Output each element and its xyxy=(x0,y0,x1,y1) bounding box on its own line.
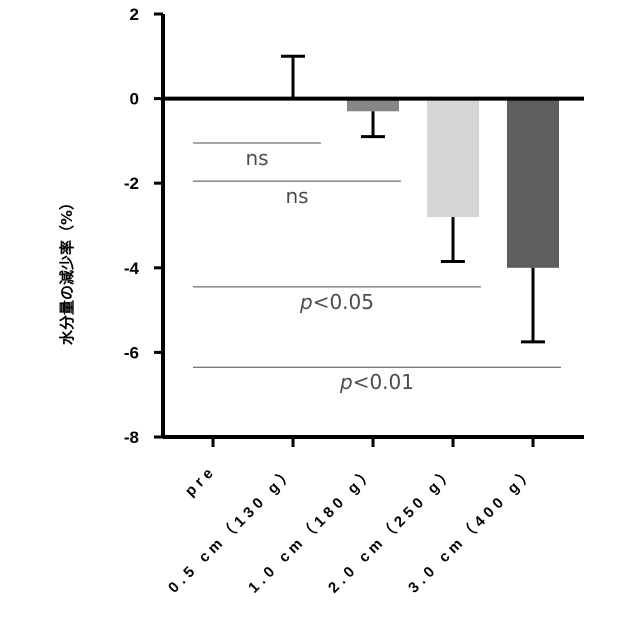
y-tick-label: -6 xyxy=(124,343,139,362)
significance-label: p<0.05 xyxy=(299,290,374,314)
x-axis: pre0.5 cm（130 g）1.0 cm（180 g）2.0 cm（250 … xyxy=(163,437,584,597)
bar xyxy=(507,99,559,268)
x-tick-label: 0.5 cm（130 g） xyxy=(164,461,299,596)
x-tick-label: 1.0 cm（180 g） xyxy=(244,461,379,596)
y-tick-label: 2 xyxy=(130,5,139,24)
x-tick-label: pre xyxy=(182,462,220,500)
x-tick-label: 2.0 cm（250 g） xyxy=(324,461,459,596)
significance-label: ns xyxy=(285,184,308,208)
y-tick-label: -4 xyxy=(124,259,140,278)
y-tick-label: 0 xyxy=(130,90,139,109)
significance-annotations: nsns p<0.05 p<0.01 xyxy=(193,143,561,394)
x-tick-label: 3.0 cm（400 g） xyxy=(404,461,539,596)
bar xyxy=(427,99,479,217)
plot-area: 2 0 -2 -4 -6 -8 nsns p<0.05 p<0.01 pre0.5 cm（13… xyxy=(124,5,584,597)
significance-label: p<0.01 xyxy=(339,370,414,394)
y-tick-label: -2 xyxy=(124,174,139,193)
y-tick-label: -8 xyxy=(124,428,139,447)
y-axis-label: 水分量の減少率（%） xyxy=(58,195,76,345)
y-axis: 2 0 -2 -4 -6 -8 xyxy=(124,5,163,447)
significance-label: ns xyxy=(245,146,268,170)
